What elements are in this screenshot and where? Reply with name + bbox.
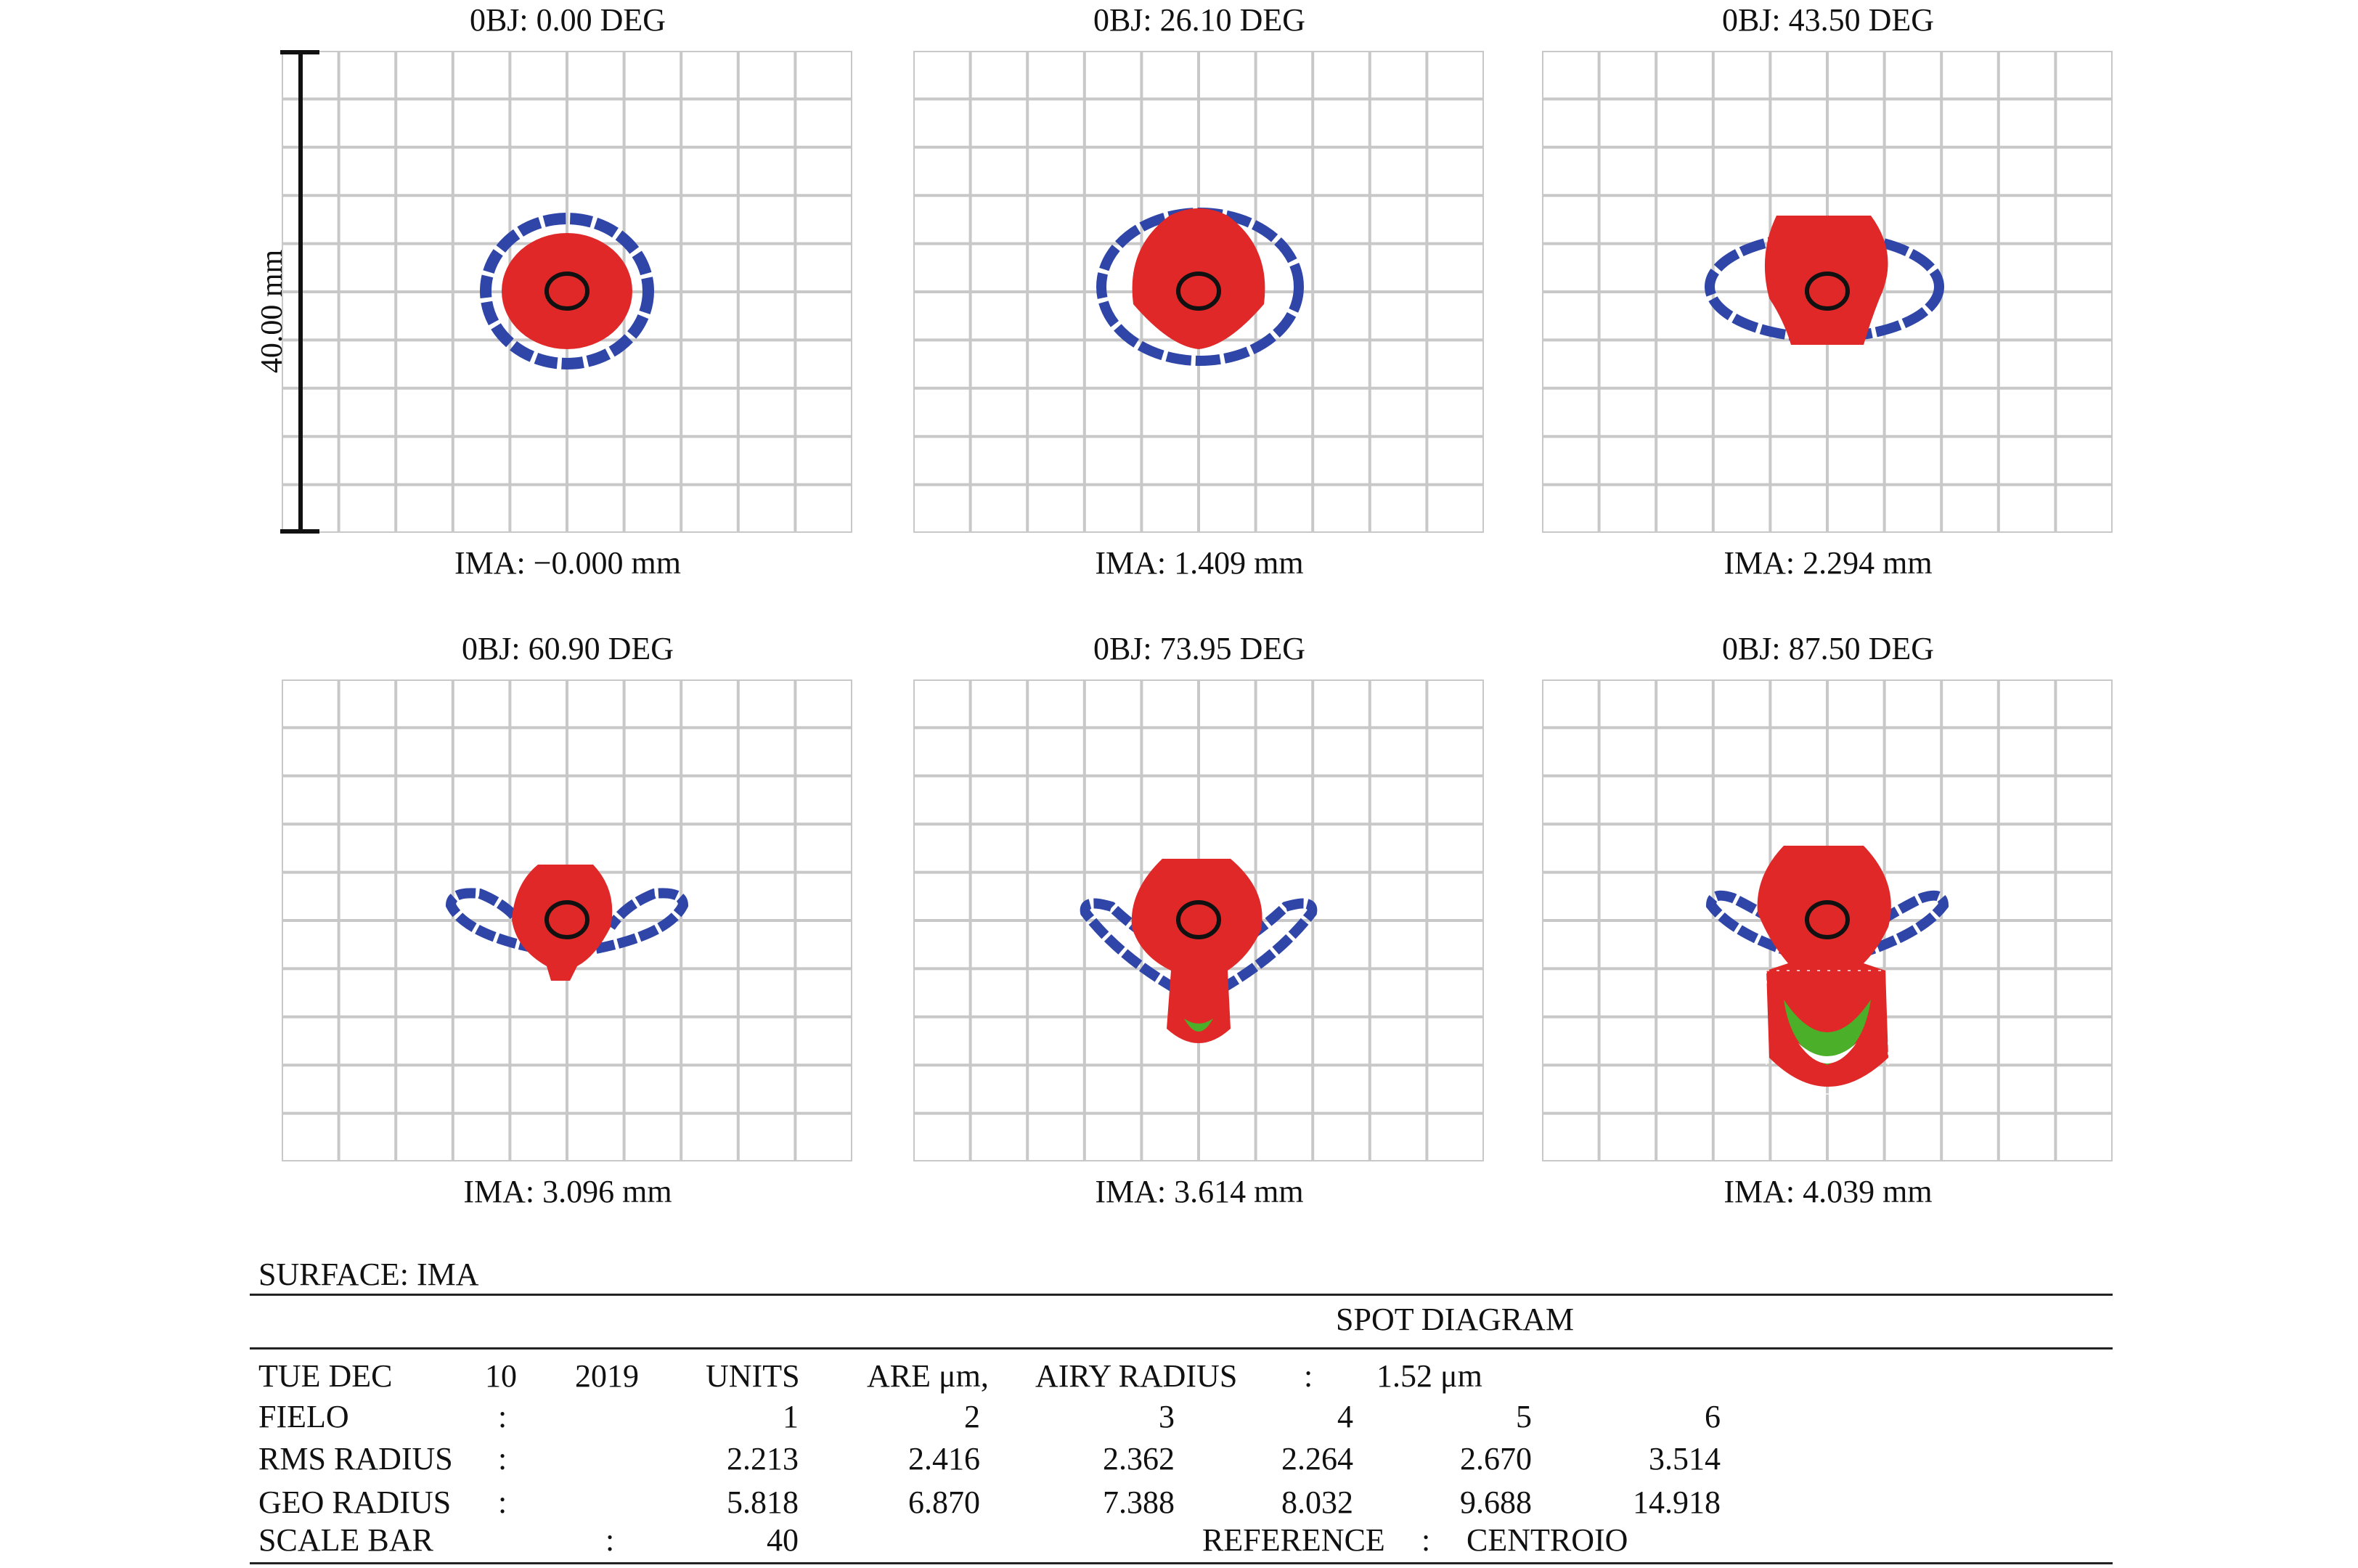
spot-red [502, 233, 632, 349]
geo-5: 9.688 [1460, 1485, 1532, 1520]
row-geo-label: GEO RADIUS [258, 1485, 452, 1520]
geo-3: 7.388 [1103, 1485, 1175, 1520]
airy-circle [1805, 271, 1850, 311]
panel-6-title: 0BJ: 87.50 DEG [1721, 631, 1935, 666]
spot-green [1784, 1000, 1871, 1065]
rms-1: 2.213 [727, 1441, 799, 1477]
spot-red [512, 865, 613, 981]
spot-panel-5 [913, 679, 1484, 1161]
spot-blue [445, 888, 539, 954]
panel-3-title: 0BJ: 43.50 DEG [1721, 2, 1935, 38]
geo-2: 6.870 [908, 1485, 980, 1520]
geo-4: 8.032 [1281, 1485, 1353, 1520]
panel-6-ima: IMA: 4.039 mm [1723, 1174, 1933, 1209]
panel-5-title: 0BJ: 73.95 DEG [1093, 631, 1306, 666]
field-5: 5 [1516, 1399, 1532, 1434]
geo-1: 5.818 [727, 1485, 799, 1520]
airy-circle [544, 900, 590, 939]
panel-5-ima: IMA: 3.614 mm [1095, 1174, 1304, 1209]
field-3: 3 [1159, 1399, 1175, 1434]
spot-blue [595, 888, 689, 954]
scale-bar-row-value: 40 [767, 1522, 799, 1558]
spot-blue [1854, 890, 1949, 960]
row-field-colon: : [498, 1399, 507, 1434]
row-field-label: FIELO [258, 1399, 349, 1434]
scale-bar-row-label: SCALE BAR [258, 1522, 433, 1558]
airy-circle [1176, 271, 1221, 311]
field-4: 4 [1337, 1399, 1353, 1434]
date-day: TUE DEC [258, 1358, 393, 1394]
field-1: 1 [783, 1399, 799, 1434]
reference-colon: : [1421, 1522, 1431, 1558]
panel-4-title: 0BJ: 60.90 DEG [461, 631, 674, 666]
airy-circle [1805, 900, 1850, 939]
spot-blue [480, 213, 654, 369]
airy-label: AIRY RADIUS [1035, 1358, 1238, 1394]
divider-bottom [250, 1562, 2113, 1564]
spot-panel-3 [1542, 51, 2113, 533]
spot-panel-6 [1542, 679, 2113, 1161]
panel-2-ima: IMA: 1.409 mm [1095, 545, 1304, 581]
airy-colon: : [1304, 1358, 1313, 1394]
date-y: 2019 [575, 1358, 639, 1394]
units-value: ARE μm, [867, 1358, 989, 1394]
field-2: 2 [964, 1399, 980, 1434]
spot-red [1764, 216, 1888, 345]
airy-circle [544, 271, 590, 311]
scale-bar-label: 40.00 mm [256, 249, 289, 374]
reference-value: CENTROIO [1466, 1522, 1628, 1558]
rms-6: 3.514 [1649, 1441, 1721, 1477]
divider-top [250, 1294, 2113, 1296]
surface-label: SURFACE: IMA [258, 1257, 479, 1292]
scale-bar [280, 50, 319, 534]
scale-bar-row-colon: : [605, 1522, 615, 1558]
row-geo-colon: : [498, 1485, 507, 1520]
panel-3-ima: IMA: 2.294 mm [1723, 545, 1933, 581]
spot-panel-1 [282, 51, 852, 533]
panel-4-ima: IMA: 3.096 mm [463, 1174, 672, 1209]
field-6: 6 [1705, 1399, 1721, 1434]
row-rms-colon: : [498, 1441, 507, 1477]
rms-2: 2.416 [908, 1441, 980, 1477]
date-d: 10 [485, 1358, 517, 1394]
panel-1-title: 0BJ: 0.00 DEG [469, 2, 666, 38]
rms-4: 2.264 [1281, 1441, 1353, 1477]
geo-6: 14.918 [1633, 1485, 1721, 1520]
spot-red [1131, 859, 1262, 1043]
units-label: UNITS [706, 1358, 800, 1394]
spot-panel-4 [282, 679, 852, 1161]
spot-red [1132, 208, 1265, 349]
spot-white [1798, 1043, 1856, 1063]
spot-green [1184, 1018, 1213, 1032]
divider-middle [250, 1347, 2113, 1349]
spot-diagram-title: SPOT DIAGRAM [1336, 1302, 1575, 1337]
panel-1-ima: IMA: −0.000 mm [454, 545, 682, 581]
spot-panel-2 [913, 51, 1484, 533]
rms-3: 2.362 [1103, 1441, 1175, 1477]
airy-value: 1.52 μm [1376, 1358, 1482, 1394]
airy-circle [1176, 900, 1221, 939]
spot-sparse-texture [1766, 970, 1889, 1095]
reference-label: REFERENCE [1202, 1522, 1385, 1558]
panel-2-title: 0BJ: 26.10 DEG [1093, 2, 1306, 38]
rms-5: 2.670 [1460, 1441, 1532, 1477]
row-rms-label: RMS RADIUS [258, 1441, 453, 1477]
